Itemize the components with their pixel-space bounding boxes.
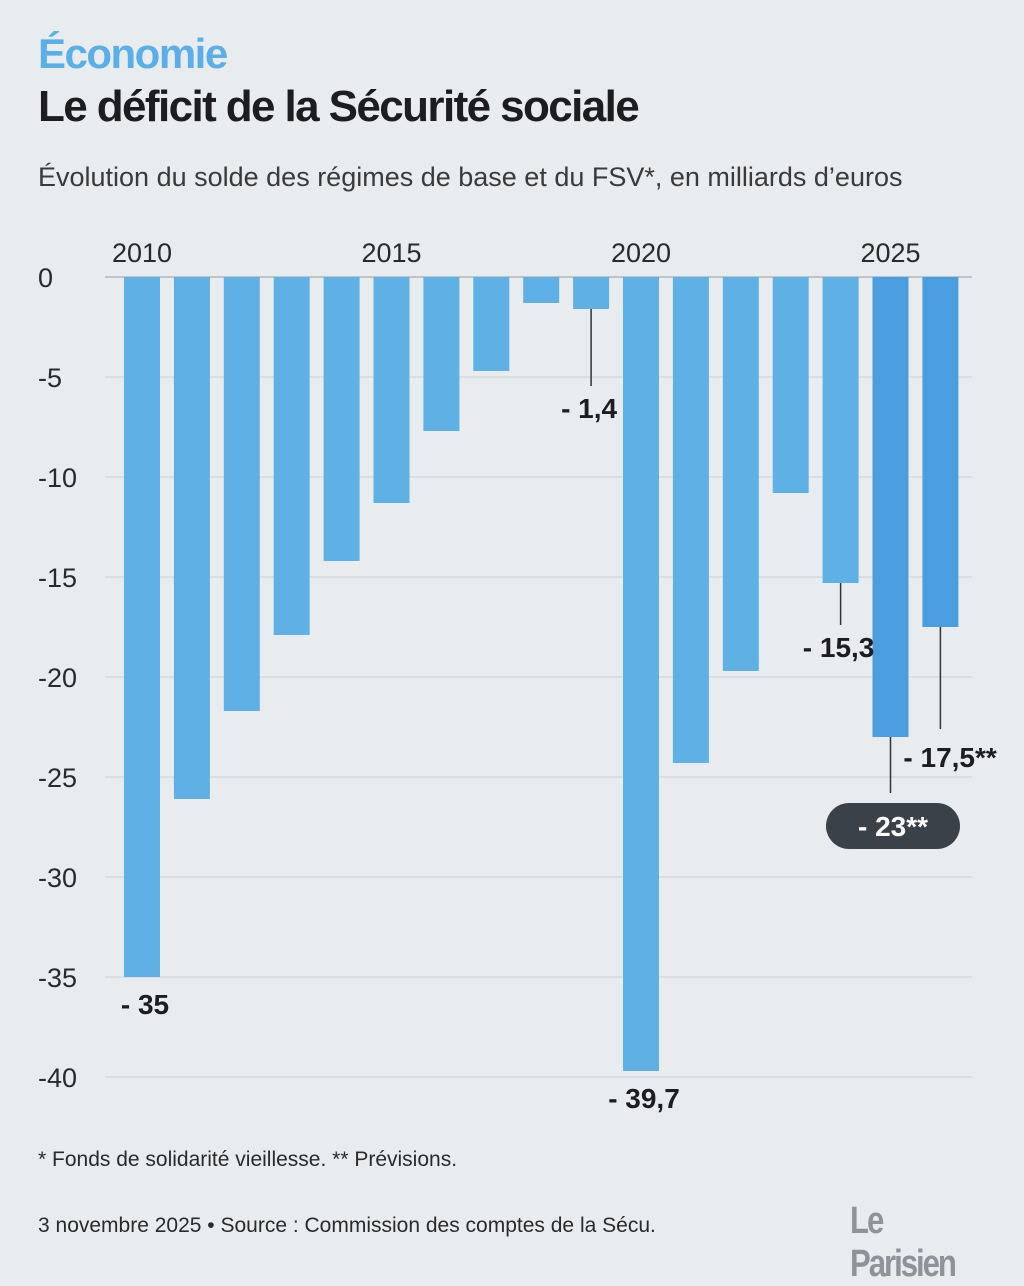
y-tick-label: -25 xyxy=(38,763,77,793)
bar-2010 xyxy=(124,277,160,977)
bar-2019 xyxy=(573,277,610,309)
y-tick-label: -20 xyxy=(38,663,77,693)
bar-2012 xyxy=(223,277,260,711)
bar-2020 xyxy=(623,277,659,1071)
data-label: - 15,3 xyxy=(803,632,875,663)
forecast-badge xyxy=(826,803,960,849)
bar-2011 xyxy=(173,277,210,799)
data-label: - 23** xyxy=(858,811,928,842)
bar-2022 xyxy=(722,277,759,671)
le-parisien-logo: Le Parisien xyxy=(850,1200,957,1285)
y-tick-label: -5 xyxy=(38,363,62,393)
chart-subtitle: Évolution du solde des régimes de base e… xyxy=(38,162,903,192)
bar-2017 xyxy=(473,277,510,371)
bar-2014 xyxy=(323,277,360,561)
bar-2021 xyxy=(672,277,709,763)
data-label: - 1,4 xyxy=(561,393,617,424)
bar-2015 xyxy=(373,277,410,503)
bar-2026 xyxy=(922,277,959,627)
labels-layer: - 35 - 1,4 - 39,7 - 15,3 - 23** - 17,5** xyxy=(121,309,997,1114)
y-tick-label: -15 xyxy=(38,563,77,593)
bar-2013 xyxy=(273,277,310,635)
x-tick-label: 2025 xyxy=(860,238,920,268)
bar-2018 xyxy=(523,277,560,303)
y-tick-label: 0 xyxy=(38,263,53,293)
data-label: - 17,5** xyxy=(903,742,996,773)
y-tick-label: -35 xyxy=(38,963,77,993)
y-tick-label: -30 xyxy=(38,863,77,893)
bar-2016 xyxy=(423,277,460,431)
data-label: - 39,7 xyxy=(608,1083,680,1114)
source-line: 3 novembre 2025 • Source : Commission de… xyxy=(38,1214,656,1237)
bar-2023 xyxy=(772,277,809,493)
data-label: - 35 xyxy=(121,989,169,1020)
y-tick-label: -40 xyxy=(38,1063,77,1093)
y-tick-label: -10 xyxy=(38,463,77,493)
category-label: Économie xyxy=(38,30,228,77)
page-title: Le déficit de la Sécurité sociale xyxy=(38,82,640,131)
bar-chart: 0 -5 -10 -15 -20 -25 -30 -35 -40 2010 2015 2020 2025… xyxy=(38,238,997,1114)
footnote: * Fonds de solidarité vieillesse. ** Pré… xyxy=(38,1148,458,1171)
bar-2024 xyxy=(822,277,859,583)
bar-2025 xyxy=(872,277,909,737)
bars-layer xyxy=(124,277,959,1071)
x-tick-label: 2010 xyxy=(112,238,172,268)
x-tick-label: 2020 xyxy=(611,238,671,268)
x-tick-label: 2015 xyxy=(361,238,421,268)
